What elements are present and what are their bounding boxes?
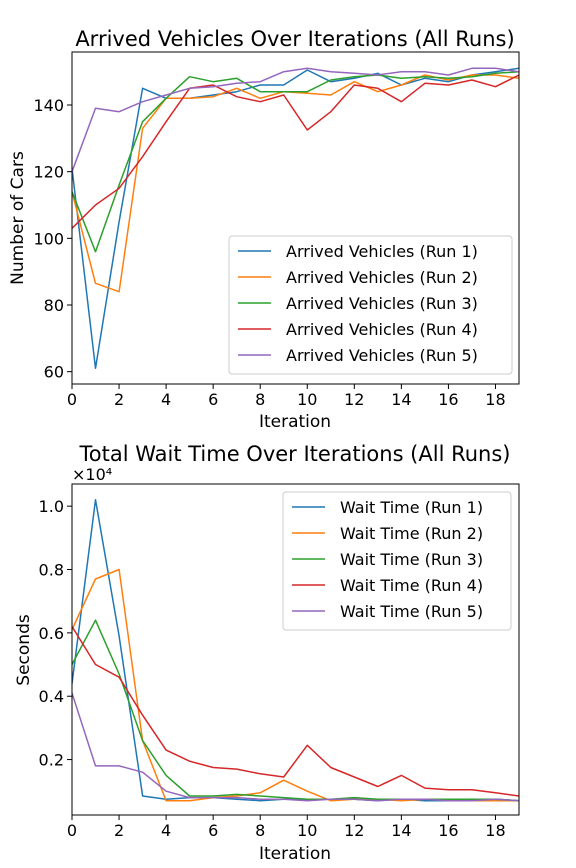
x-tick-label: 6 (208, 390, 218, 409)
x-tick-label: 0 (67, 821, 77, 840)
y-tick-label: 60 (44, 363, 64, 382)
chart-wait-time: Total Wait Time Over Iterations (All Run… (14, 442, 520, 864)
x-tick-label: 4 (161, 821, 171, 840)
legend-label-run-5: Arrived Vehicles (Run 5) (286, 346, 478, 365)
y-tick-label: 0.8 (39, 561, 64, 580)
x-tick-label: 14 (391, 821, 411, 840)
y-tick-label: 100 (33, 229, 64, 248)
x-axis-label: Iteration (259, 844, 331, 864)
x-axis-label: Iteration (259, 412, 331, 432)
x-tick-label: 0 (67, 390, 77, 409)
x-tick-label: 18 (485, 821, 505, 840)
y-axis-label: Seconds (14, 614, 34, 686)
legend: Arrived Vehicles (Run 1) Arrived Vehicles… (228, 235, 513, 375)
series-line-run-3 (72, 70, 519, 253)
x-tick-label: 6 (208, 821, 218, 840)
axis-ticks: 0 2 4 6 8 10 12 14 16 18 0.2 0.4 0.6 0.8 1.0 (39, 497, 506, 840)
x-tick-label: 10 (297, 390, 317, 409)
axis-ticks: 0 2 4 6 8 10 12 14 16 18 60 80 100 120 140 (33, 96, 505, 409)
legend-box (228, 235, 513, 375)
series-line-run-1 (72, 67, 519, 370)
x-tick-label: 16 (438, 821, 458, 840)
legend-label-run-4: Wait Time (Run 4) (340, 576, 483, 595)
y-tick-label: 120 (33, 163, 64, 182)
x-tick-label: 2 (114, 390, 124, 409)
legend-label-run-1: Wait Time (Run 1) (340, 498, 483, 517)
plot-frame (71, 483, 520, 816)
series-line-run-4 (72, 74, 519, 229)
legend-label-run-5: Wait Time (Run 5) (340, 602, 483, 621)
series-line-run-5 (72, 692, 519, 802)
legend-label-run-3: Arrived Vehicles (Run 3) (286, 294, 478, 313)
y-axis-label: Number of Cars (8, 151, 28, 285)
series-line-run-2 (72, 74, 519, 293)
x-tick-label: 2 (114, 821, 124, 840)
legend-box (282, 491, 512, 631)
legend: Wait Time (Run 1) Wait Time (Run 2) Wait T… (282, 491, 512, 631)
x-tick-label: 14 (391, 390, 411, 409)
series-line-run-3 (72, 619, 519, 802)
x-tick-label: 4 (161, 390, 171, 409)
legend-label-run-2: Arrived Vehicles (Run 2) (286, 268, 478, 287)
plot-frame (71, 51, 520, 385)
legend-label-run-1: Arrived Vehicles (Run 1) (286, 242, 478, 261)
y-tick-label: 0.2 (39, 751, 64, 770)
x-tick-label: 16 (438, 390, 458, 409)
x-tick-label: 12 (344, 390, 364, 409)
chart-title: Total Wait Time Over Iterations (All Run… (78, 442, 510, 466)
plot-series (72, 67, 519, 370)
y-tick-label: 140 (33, 96, 64, 115)
chart-arrived-vehicles: Arrived Vehicles Over Iterations (All Ru… (8, 27, 520, 432)
legend-label-run-2: Wait Time (Run 2) (340, 524, 483, 543)
legend-label-run-3: Wait Time (Run 3) (340, 550, 483, 569)
chart-title: Arrived Vehicles Over Iterations (All Ru… (75, 27, 514, 51)
y-axis-multiplier: ×10⁴ (72, 465, 112, 484)
x-tick-label: 18 (485, 390, 505, 409)
x-tick-label: 8 (255, 821, 265, 840)
x-tick-label: 10 (297, 821, 317, 840)
plot-series (72, 499, 519, 802)
x-tick-label: 8 (255, 390, 265, 409)
y-tick-label: 1.0 (39, 497, 64, 516)
legend-label-run-4: Arrived Vehicles (Run 4) (286, 320, 478, 339)
y-tick-label: 0.4 (39, 687, 64, 706)
x-tick-label: 12 (344, 821, 364, 840)
y-tick-label: 0.6 (39, 624, 64, 643)
series-line-run-4 (72, 626, 519, 797)
y-tick-label: 80 (44, 296, 64, 315)
series-line-run-5 (72, 67, 519, 172)
